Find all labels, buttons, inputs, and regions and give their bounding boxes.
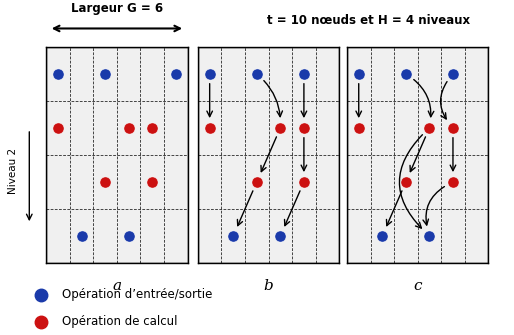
- Text: Opération de calcul: Opération de calcul: [62, 315, 177, 328]
- Text: c: c: [413, 279, 422, 293]
- Text: b: b: [264, 279, 273, 293]
- Text: t = 10 nœuds et H = 4 niveaux: t = 10 nœuds et H = 4 niveaux: [267, 14, 470, 26]
- Text: a: a: [113, 279, 121, 293]
- Text: Largeur G = 6: Largeur G = 6: [71, 2, 163, 15]
- Text: Opération d’entrée/sortie: Opération d’entrée/sortie: [62, 288, 212, 301]
- Text: Niveau 2: Niveau 2: [8, 147, 18, 194]
